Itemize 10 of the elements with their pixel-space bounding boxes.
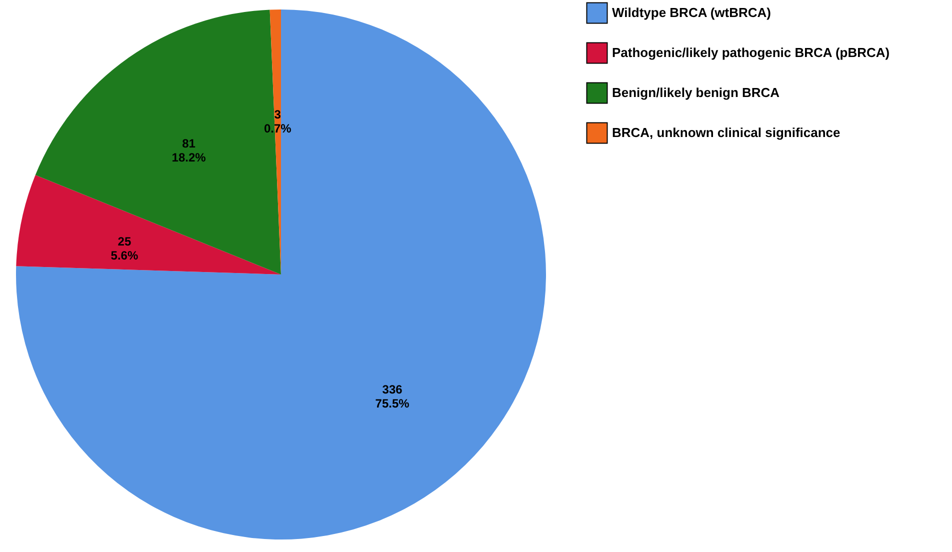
legend-label: Wildtype BRCA (wtBRCA) [612, 5, 771, 20]
data-label: 81 18.2% [172, 136, 206, 165]
data-label: 336 75.5% [375, 382, 410, 410]
pie-slice [16, 175, 281, 274]
legend-label: Pathogenic/likely pathogenic BRCA (pBRCA) [612, 45, 890, 60]
legend-label: BRCA, unknown clinical significance [612, 125, 840, 140]
data-label: 25 5.6% [110, 234, 138, 262]
data-label: 3 0.7% [264, 108, 292, 136]
legend-label: Benign/likely benign BRCA [612, 85, 780, 100]
pie-slice [16, 10, 546, 539]
